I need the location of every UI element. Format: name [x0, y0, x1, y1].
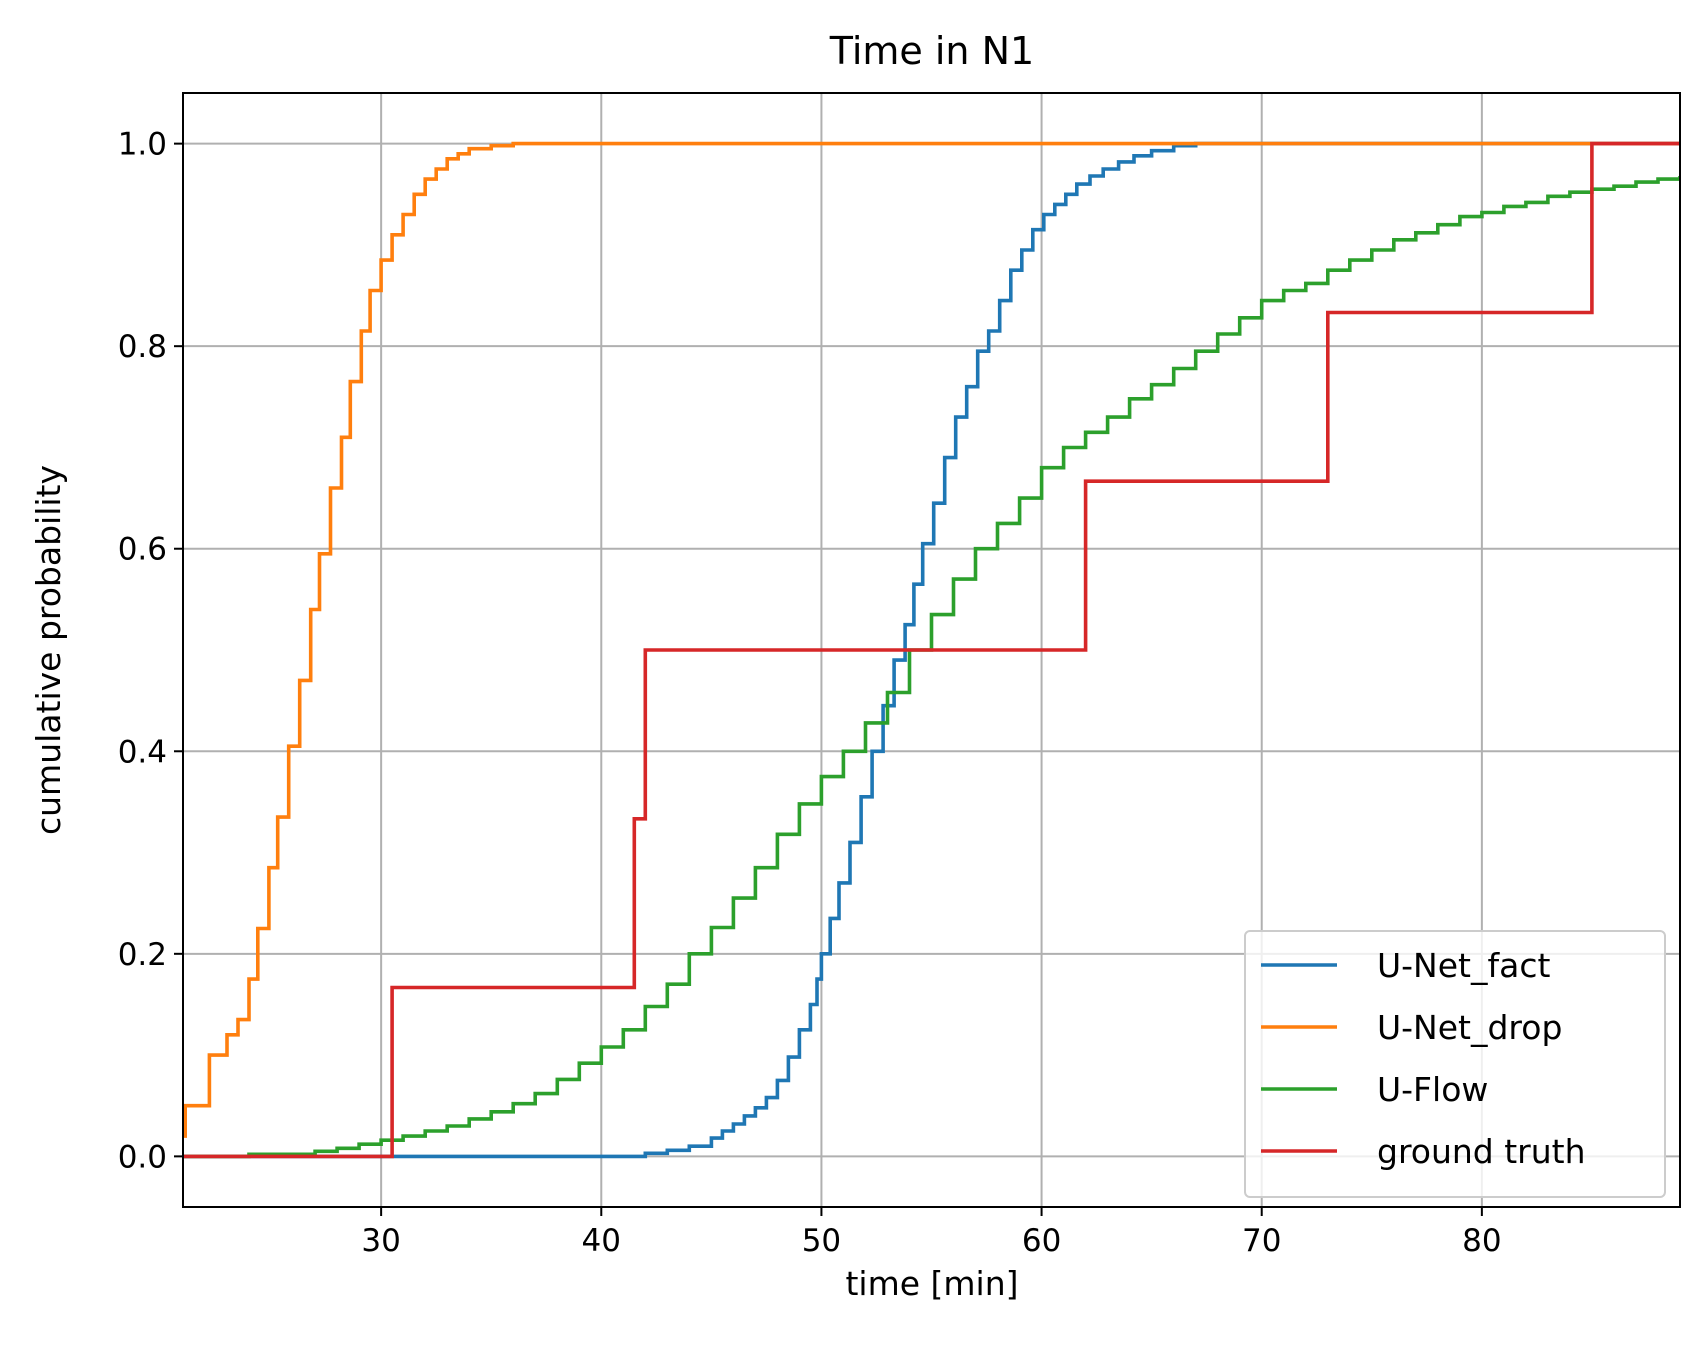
legend-label: U-Net_drop — [1377, 1008, 1562, 1047]
series-line-ground-truth — [183, 141, 1680, 1159]
series-line-u-net-drop — [183, 141, 1680, 1138]
y-tick-label: 0.8 — [118, 329, 167, 365]
legend: U-Net_fact U-Net_drop U-Flow ground truth — [1244, 930, 1666, 1198]
legend-label: ground truth — [1377, 1132, 1586, 1171]
x-tick-label: 70 — [1242, 1223, 1281, 1259]
legend-label: U-Flow — [1377, 1070, 1488, 1109]
y-tick-label: 0.4 — [118, 734, 167, 770]
legend-box — [1244, 930, 1666, 1198]
series-line-u-net-fact — [183, 141, 1680, 1159]
x-tick-label: 40 — [582, 1223, 621, 1259]
legend-label: U-Net_fact — [1377, 946, 1550, 985]
y-tick-label: 1.0 — [118, 127, 167, 163]
y-axis-ticks: 0.0 0.2 0.4 0.6 0.8 1.0 — [118, 127, 183, 1175]
y-tick-label: 0.2 — [118, 937, 167, 973]
x-tick-label: 30 — [361, 1223, 400, 1259]
plot-frame — [182, 92, 1681, 1208]
x-axis-ticks: 30 40 50 60 70 80 — [361, 1207, 1502, 1259]
x-tick-label: 50 — [802, 1223, 841, 1259]
x-axis-label: time [min] — [845, 1264, 1018, 1303]
y-tick-label: 0.6 — [118, 532, 167, 568]
x-tick-label: 60 — [1022, 1223, 1061, 1259]
series-lines — [183, 141, 1680, 1159]
y-axis-label: cumulative probability — [29, 465, 68, 835]
chart-title: Time in N1 — [829, 29, 1034, 73]
series-line-u-flow — [183, 176, 1680, 1159]
x-tick-label: 80 — [1462, 1223, 1501, 1259]
y-tick-label: 0.0 — [118, 1139, 167, 1175]
